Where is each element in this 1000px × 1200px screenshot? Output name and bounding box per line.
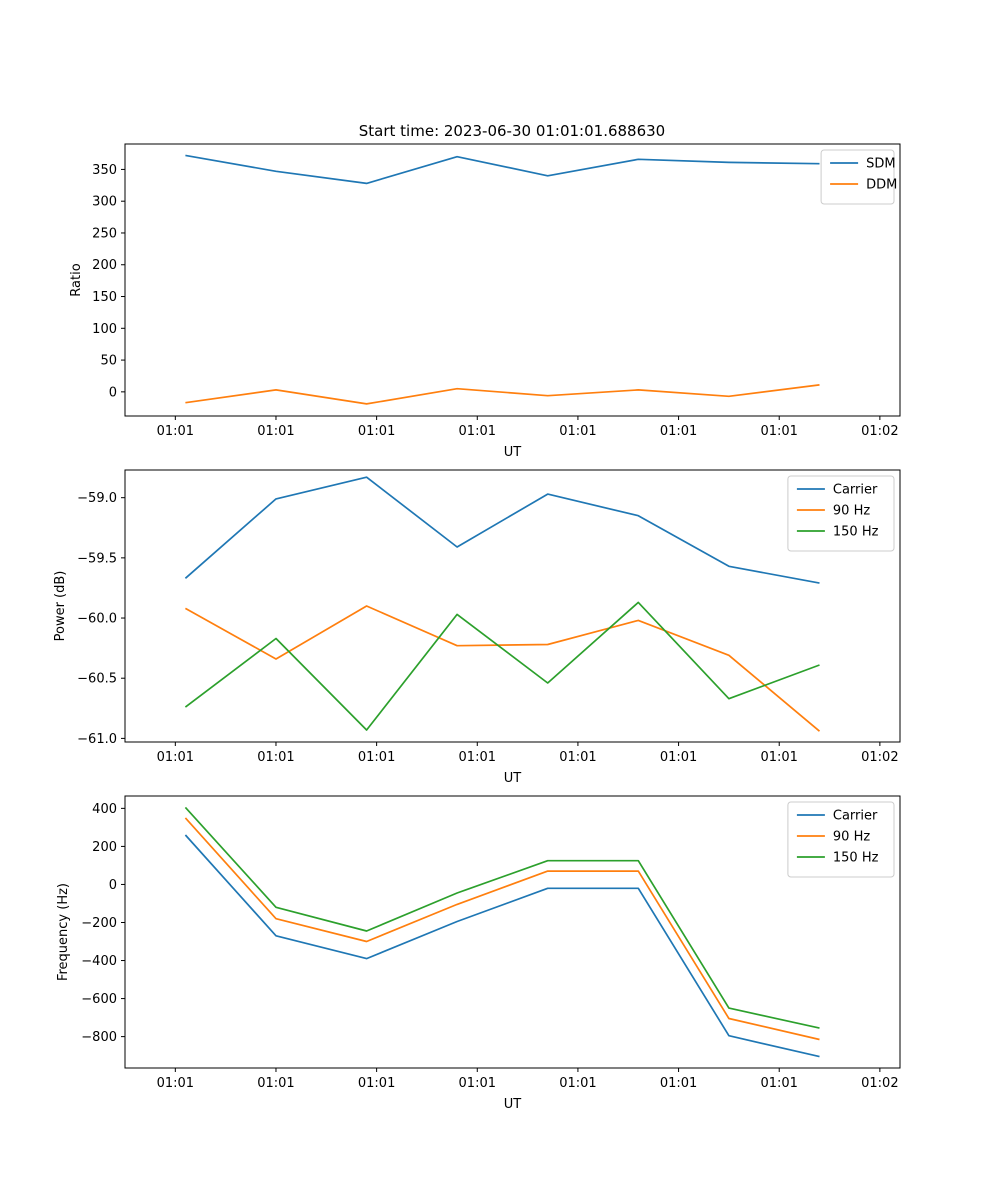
y-tick-label: 100 bbox=[92, 322, 117, 337]
legend-entry-label: 150 Hz bbox=[833, 851, 879, 866]
x-tick-label: 01:01 bbox=[559, 1076, 596, 1091]
y-tick-label: −200 bbox=[81, 916, 117, 931]
x-tick-label: 01:01 bbox=[559, 424, 596, 439]
y-tick-label: 0 bbox=[109, 385, 117, 400]
x-tick-label: 01:02 bbox=[861, 424, 898, 439]
x-axis-label: UT bbox=[504, 771, 522, 786]
series-line-carrier bbox=[184, 476, 820, 584]
x-tick-label: 01:01 bbox=[660, 1076, 697, 1091]
y-tick-label: −800 bbox=[81, 1030, 117, 1045]
legend-entry-label: 150 Hz bbox=[833, 525, 879, 540]
axes-frame bbox=[124, 469, 901, 743]
y-axis-label: Frequency (Hz) bbox=[56, 883, 71, 981]
series-line-150-hz bbox=[184, 601, 820, 731]
y-tick-label: −59.5 bbox=[77, 551, 117, 566]
y-axis-label: Power (dB) bbox=[53, 571, 68, 642]
y-tick-label: −61.0 bbox=[77, 732, 117, 747]
x-tick-label: 01:02 bbox=[861, 1076, 898, 1091]
x-tick-label: 01:02 bbox=[861, 750, 898, 765]
legend: Carrier 90 Hz 150 Hz bbox=[787, 475, 895, 552]
x-tick-label: 01:01 bbox=[257, 1076, 294, 1091]
x-axis-label: UT bbox=[504, 445, 522, 460]
y-tick-label: 150 bbox=[92, 290, 117, 305]
y-tick-label: −60.0 bbox=[77, 612, 117, 627]
x-tick-label: 01:01 bbox=[459, 424, 496, 439]
x-tick-label: 01:01 bbox=[760, 424, 797, 439]
legend-entry-label: SDM bbox=[866, 157, 895, 172]
legend-entry-label: Carrier bbox=[833, 483, 878, 498]
legend: SDM DDM bbox=[820, 149, 897, 205]
y-axis-label: Ratio bbox=[69, 263, 84, 296]
x-tick-label: 01:01 bbox=[358, 424, 395, 439]
y-tick-label: 200 bbox=[92, 840, 117, 855]
y-tick-label: 400 bbox=[92, 802, 117, 817]
y-tick-label: 50 bbox=[100, 354, 117, 369]
legend-box bbox=[787, 475, 895, 552]
y-tick-label: 250 bbox=[92, 226, 117, 241]
legend-entry-label: 90 Hz bbox=[833, 504, 870, 519]
series-line-sdm bbox=[185, 154, 820, 185]
x-tick-label: 01:01 bbox=[459, 750, 496, 765]
series-line-150-hz bbox=[184, 806, 820, 1029]
legend-box bbox=[787, 801, 895, 878]
legend-entry-label: 90 Hz bbox=[833, 830, 870, 845]
x-tick-label: 01:01 bbox=[358, 1076, 395, 1091]
axes-frame bbox=[124, 795, 901, 1069]
legend-entry-label: Carrier bbox=[833, 809, 878, 824]
x-tick-label: 01:01 bbox=[760, 1076, 797, 1091]
y-tick-label: −60.5 bbox=[77, 672, 117, 687]
x-tick-label: 01:01 bbox=[157, 750, 194, 765]
figure-title: Start time: 2023-06-30 01:01:01.688630 bbox=[359, 122, 665, 140]
panels: 01:01 01:01 01:01 01:01 01:01 01:01 01:01 01:02… bbox=[53, 143, 901, 1112]
x-tick-label: 01:01 bbox=[358, 750, 395, 765]
chart-panel-3: 01:01 01:01 01:01 01:01 01:01 01:01 01:01 01:02… bbox=[56, 795, 901, 1112]
x-tick-label: 01:01 bbox=[157, 424, 194, 439]
chart-panel-2: 01:01 01:01 01:01 01:01 01:01 01:01 01:01 01:02… bbox=[53, 469, 901, 786]
y-tick-label: −59.0 bbox=[77, 491, 117, 506]
y-tick-label: −600 bbox=[81, 992, 117, 1007]
x-tick-label: 01:01 bbox=[660, 424, 697, 439]
y-tick-label: 0 bbox=[109, 878, 117, 893]
series-line-90-hz bbox=[184, 605, 821, 732]
legend-entry-label: DDM bbox=[866, 178, 897, 193]
series-line-carrier bbox=[184, 834, 820, 1058]
x-tick-label: 01:01 bbox=[660, 750, 697, 765]
series-line-ddm bbox=[185, 384, 820, 405]
x-tick-label: 01:01 bbox=[257, 750, 294, 765]
x-tick-label: 01:01 bbox=[459, 1076, 496, 1091]
series-line-90-hz bbox=[184, 817, 820, 1041]
chart-panel-1: 01:01 01:01 01:01 01:01 01:01 01:01 01:01 01:02… bbox=[69, 143, 901, 460]
x-tick-label: 01:01 bbox=[157, 1076, 194, 1091]
x-axis-label: UT bbox=[504, 1097, 522, 1112]
y-tick-label: 350 bbox=[92, 163, 117, 178]
y-tick-label: 200 bbox=[92, 258, 117, 273]
axes-frame bbox=[124, 143, 901, 417]
legend: Carrier 90 Hz 150 Hz bbox=[787, 801, 895, 878]
y-tick-label: 300 bbox=[92, 195, 117, 210]
x-tick-label: 01:01 bbox=[760, 750, 797, 765]
y-tick-label: −400 bbox=[81, 954, 117, 969]
x-tick-label: 01:01 bbox=[257, 424, 294, 439]
x-tick-label: 01:01 bbox=[559, 750, 596, 765]
